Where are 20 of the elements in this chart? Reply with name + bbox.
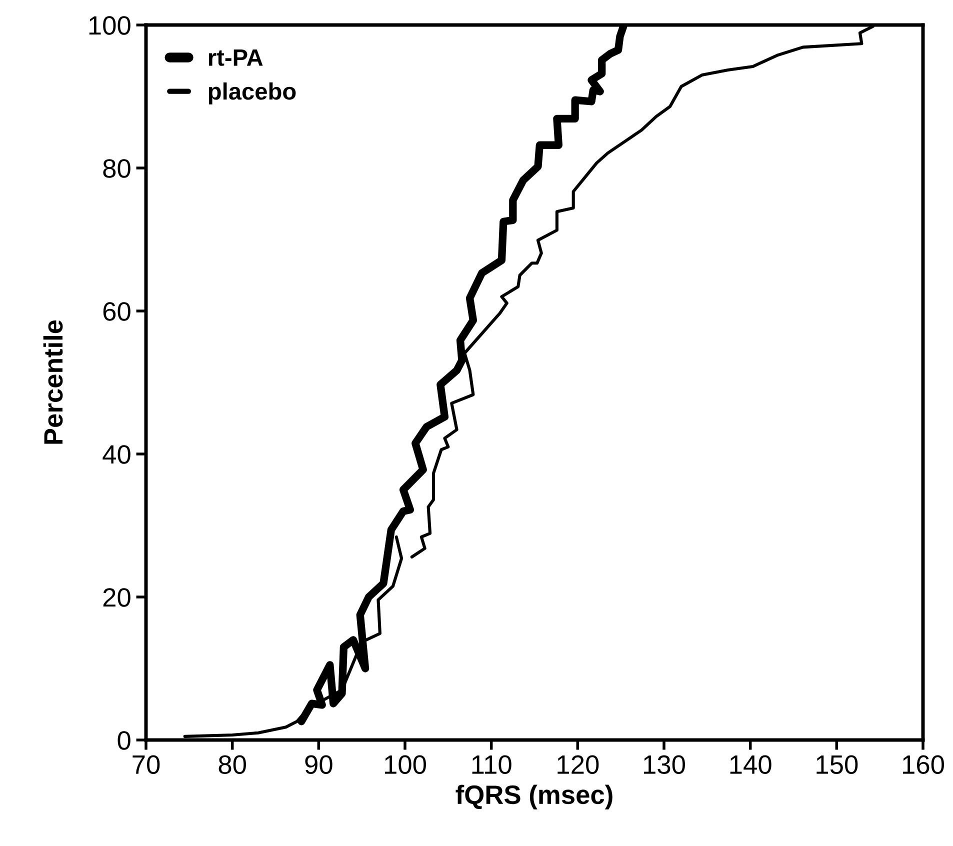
x-tick-label: 130	[644, 755, 685, 774]
x-tick-label: 140	[730, 755, 772, 774]
y-tick-label: 40	[102, 445, 130, 464]
x-tick-label: 90	[305, 755, 332, 774]
y-tick-label: 60	[103, 302, 130, 321]
x-tick-label: 150	[816, 755, 858, 774]
x-axis-title: fQRS (msec)	[456, 784, 612, 810]
y-tick-label: 80	[103, 159, 130, 178]
y-tick-label: 0	[118, 731, 130, 750]
legend-label: rt-PA	[208, 49, 263, 66]
y-tick-label: 100	[89, 16, 130, 35]
x-tick-label: 80	[218, 755, 246, 774]
x-tick-label: 100	[385, 755, 426, 774]
x-tick-label: 110	[472, 755, 512, 774]
y-tick-label: 20	[103, 588, 130, 607]
x-tick-label: 70	[132, 755, 160, 774]
x-tick-label: 160	[903, 755, 944, 774]
y-axis-title: Percentile	[43, 320, 63, 444]
x-tick-label: 120	[558, 755, 599, 774]
legend-label: placebo	[208, 82, 296, 104]
